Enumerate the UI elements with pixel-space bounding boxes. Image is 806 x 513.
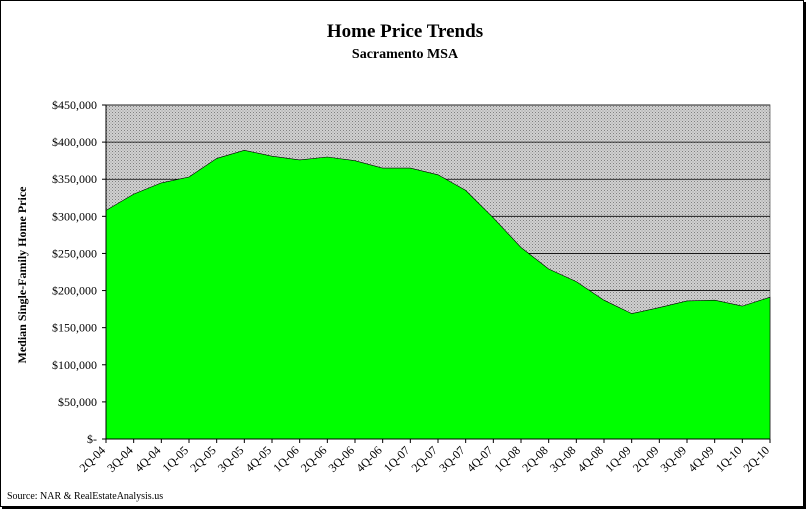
y-tick-label: $250,000: [52, 246, 97, 260]
y-tick-label: $400,000: [52, 135, 97, 149]
x-tick-label: 2Q-08: [519, 443, 551, 475]
x-tick-label: 2Q-05: [187, 443, 219, 475]
x-tick-label: 2Q-06: [298, 443, 330, 475]
x-tick-label: 3Q-04: [104, 443, 136, 475]
x-tick-label: 1Q-09: [602, 443, 634, 475]
x-tick-label: 1Q-05: [160, 443, 192, 475]
x-tick-label: 1Q-06: [270, 443, 302, 475]
y-tick-label: $100,000: [52, 358, 97, 372]
x-tick-label: 4Q-09: [685, 443, 717, 475]
y-tick-label: $200,000: [52, 284, 97, 298]
x-tick-label: 2Q-04: [77, 443, 109, 475]
y-tick-label: $450,000: [52, 98, 97, 112]
y-tick-label: $350,000: [52, 172, 97, 186]
y-tick-labels: $- $50,000 $100,000 $150,000 $200,000 $250,00…: [52, 98, 97, 446]
source-note: Source: NAR & RealEstateAnalysis.us: [7, 491, 163, 502]
x-tick-label: 4Q-08: [575, 443, 607, 475]
y-tick-label: $50,000: [58, 395, 97, 409]
x-tick-label: 4Q-05: [243, 443, 275, 475]
x-tick-label: 1Q-07: [381, 443, 413, 475]
x-tick-label: 3Q-05: [215, 443, 247, 475]
y-tick-label: $300,000: [52, 209, 97, 223]
x-tick-label: 3Q-08: [547, 443, 579, 475]
x-tick-label: 4Q-04: [132, 443, 164, 475]
x-tick-label: 4Q-07: [464, 443, 496, 475]
axes: [102, 104, 771, 443]
x-tick-label: 4Q-06: [353, 443, 385, 475]
x-tick-label: 1Q-08: [492, 443, 524, 475]
x-tick-label: 1Q-10: [713, 443, 745, 475]
price-area-series: [105, 149, 771, 440]
x-tick-label: 2Q-10: [741, 443, 773, 475]
x-tick-label: 3Q-09: [658, 443, 690, 475]
x-tick-labels: 2Q-043Q-044Q-041Q-052Q-053Q-054Q-051Q-06…: [77, 443, 773, 475]
y-tick-label: $-: [87, 432, 97, 446]
y-axis-label: Median Single-Family Home Price: [15, 186, 29, 364]
x-tick-label: 3Q-07: [436, 443, 468, 475]
x-tick-label: 3Q-06: [326, 443, 358, 475]
chart-title: Home Price Trends: [327, 21, 483, 42]
x-tick-label: 2Q-09: [630, 443, 662, 475]
chart-subtitle: Sacramento MSA: [352, 47, 459, 62]
x-tick-label: 2Q-07: [409, 443, 441, 475]
y-tick-label: $150,000: [52, 321, 97, 335]
